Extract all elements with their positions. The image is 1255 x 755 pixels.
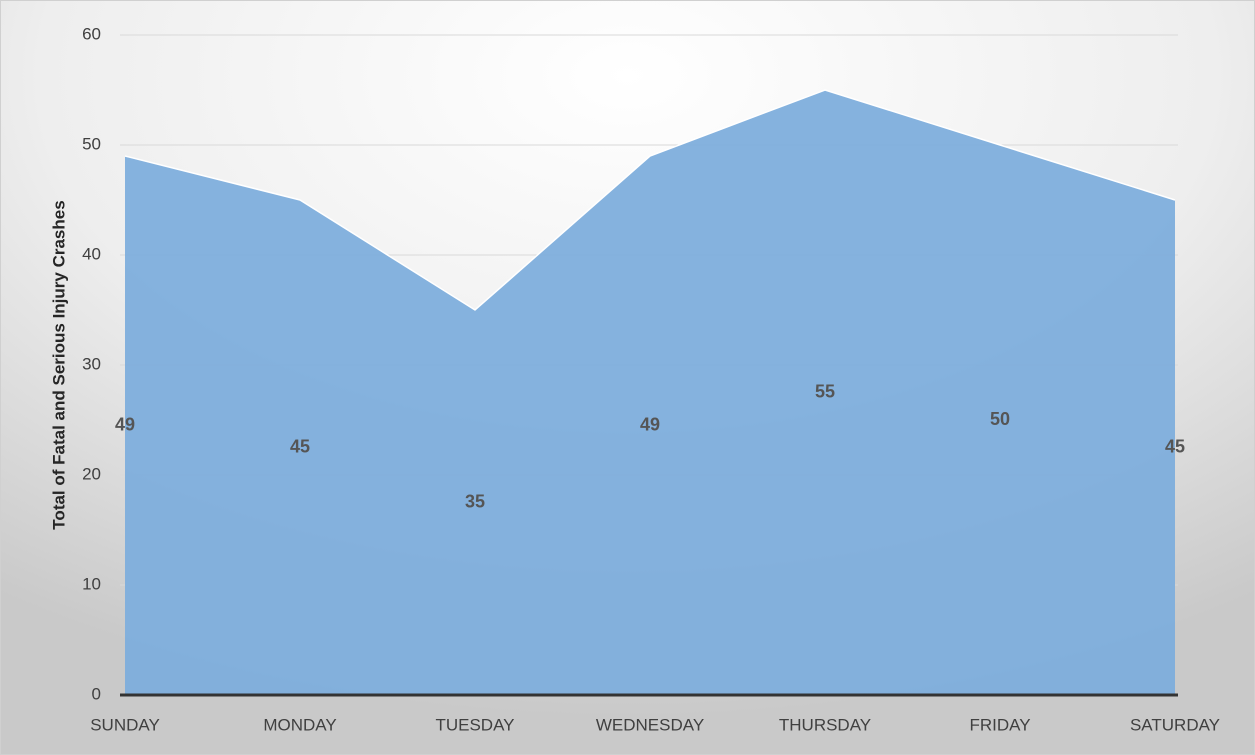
area-edge xyxy=(124,89,1176,311)
x-tick-label: FRIDAY xyxy=(969,715,1030,734)
y-tick-label: 40 xyxy=(82,244,101,263)
y-axis-title: Total of Fatal and Serious Injury Crashe… xyxy=(49,200,68,529)
x-tick-label: MONDAY xyxy=(263,715,336,734)
data-label: 55 xyxy=(815,381,835,401)
y-tick-label: 60 xyxy=(82,24,101,43)
x-tick-label: THURSDAY xyxy=(779,715,871,734)
x-tick-label: WEDNESDAY xyxy=(596,715,704,734)
data-label: 45 xyxy=(290,436,310,456)
data-label: 49 xyxy=(115,414,135,434)
data-label: 35 xyxy=(465,491,485,511)
data-label: 49 xyxy=(640,414,660,434)
data-label: 45 xyxy=(1165,436,1185,456)
area xyxy=(125,90,1175,695)
y-tick-label: 30 xyxy=(82,354,101,373)
x-tick-label: SUNDAY xyxy=(90,715,160,734)
y-tick-label: 10 xyxy=(82,574,101,593)
data-label: 50 xyxy=(990,409,1010,429)
y-tick-label: 20 xyxy=(82,464,101,483)
y-tick-label: 50 xyxy=(82,134,101,153)
x-tick-label: SATURDAY xyxy=(1130,715,1220,734)
y-tick-label: 0 xyxy=(92,684,101,703)
x-tick-label: TUESDAY xyxy=(435,715,514,734)
